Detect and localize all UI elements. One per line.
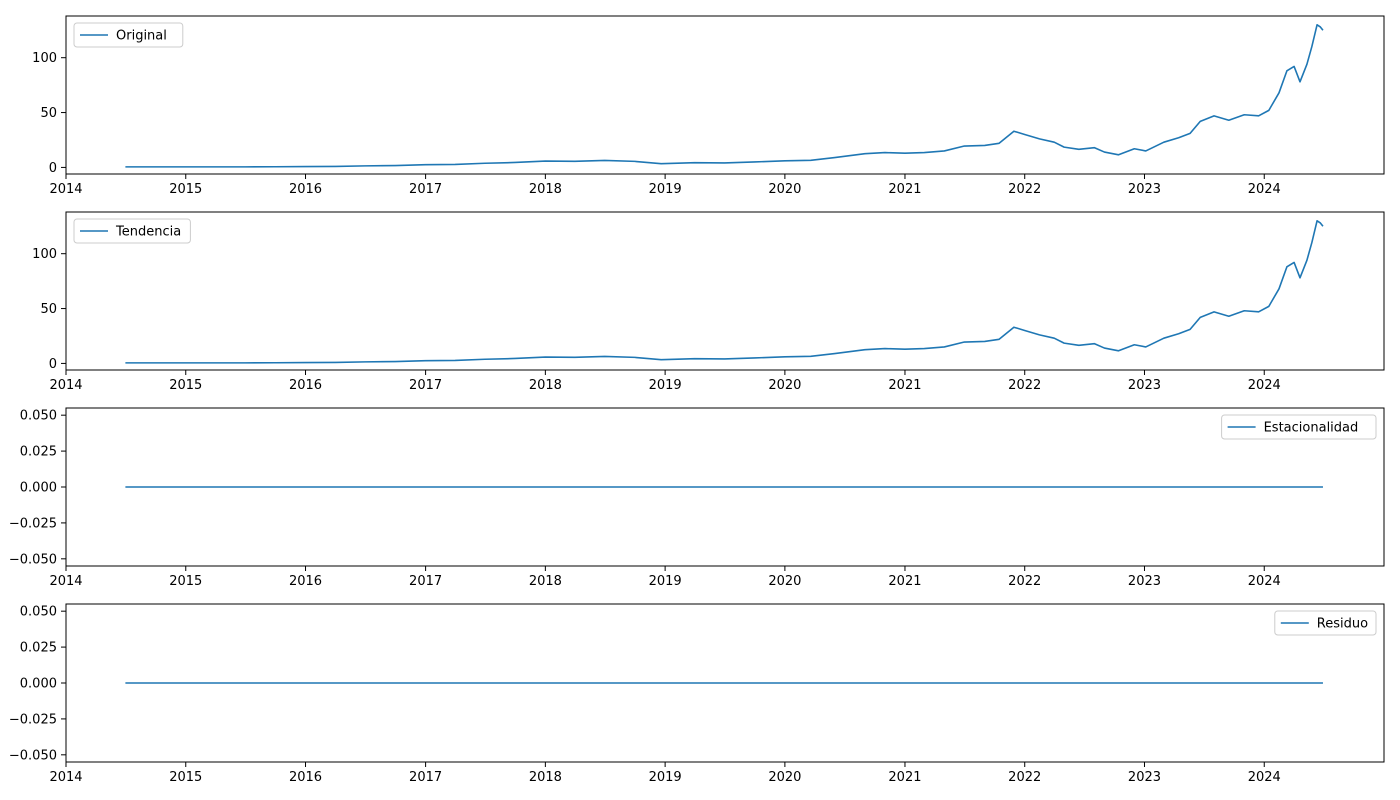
y-tick-label: −0.050 bbox=[9, 552, 57, 567]
x-tick-label: 2021 bbox=[888, 770, 921, 785]
legend: Residuo bbox=[1274, 610, 1377, 636]
x-tick-label: 2015 bbox=[169, 574, 202, 589]
y-tick-label: 0.025 bbox=[20, 445, 57, 460]
x-tick-label: 2015 bbox=[169, 770, 202, 785]
x-tick-label: 2017 bbox=[409, 182, 442, 197]
legend-label: Tendencia bbox=[115, 225, 181, 240]
y-tick-label: 0.000 bbox=[20, 677, 57, 692]
legend-box bbox=[1274, 610, 1377, 636]
legend-box bbox=[73, 218, 191, 244]
x-tick-label: 2021 bbox=[888, 182, 921, 197]
axes-frame bbox=[65, 15, 1385, 175]
legend-box bbox=[1221, 414, 1377, 440]
x-tick-label: 2014 bbox=[49, 770, 82, 785]
x-tick-label: 2016 bbox=[289, 182, 322, 197]
x-tick-label: 2019 bbox=[649, 378, 682, 393]
subplot-2: 2014 2015 2016 2017 2018 2019 2020 2021 2022 2023… bbox=[32, 211, 1385, 393]
x-tick-label: 2019 bbox=[649, 574, 682, 589]
x-tick-label: 2023 bbox=[1128, 182, 1161, 197]
x-tick-label: 2022 bbox=[1008, 182, 1041, 197]
series-line-original bbox=[125, 23, 1324, 168]
legend-label: Residuo bbox=[1317, 617, 1368, 632]
x-tick-label: 2017 bbox=[409, 378, 442, 393]
x-tick-label: 2017 bbox=[409, 770, 442, 785]
x-tick-label: 2022 bbox=[1008, 574, 1041, 589]
x-tick-label: 2016 bbox=[289, 770, 322, 785]
x-tick-label: 2018 bbox=[529, 378, 562, 393]
x-tick-label: 2020 bbox=[768, 378, 801, 393]
y-tick-label: 50 bbox=[40, 106, 57, 121]
legend: Original bbox=[73, 22, 184, 48]
y-tick-label: 100 bbox=[32, 51, 57, 66]
x-tick-label: 2014 bbox=[49, 378, 82, 393]
y-tick-label: −0.025 bbox=[9, 516, 57, 531]
axes-frame bbox=[65, 211, 1385, 371]
x-tick-label: 2017 bbox=[409, 574, 442, 589]
legend: Estacionalidad bbox=[1221, 414, 1377, 440]
y-tick-label: 0.025 bbox=[20, 641, 57, 656]
x-tick-label: 2024 bbox=[1248, 378, 1281, 393]
y-tick-label: 0.050 bbox=[20, 409, 57, 424]
x-tick-label: 2021 bbox=[888, 574, 921, 589]
x-tick-label: 2018 bbox=[529, 182, 562, 197]
y-tick-label: 0 bbox=[49, 357, 57, 372]
x-tick-label: 2024 bbox=[1248, 182, 1281, 197]
x-tick-label: 2019 bbox=[649, 182, 682, 197]
x-tick-label: 2016 bbox=[289, 574, 322, 589]
y-tick-label: 0 bbox=[49, 161, 57, 176]
y-tick-label: 50 bbox=[40, 302, 57, 317]
x-tick-label: 2018 bbox=[529, 770, 562, 785]
legend-box bbox=[73, 22, 184, 48]
y-tick-label: −0.050 bbox=[9, 748, 57, 763]
y-tick-label: 0.000 bbox=[20, 481, 57, 496]
x-tick-label: 2018 bbox=[529, 574, 562, 589]
x-tick-label: 2023 bbox=[1128, 378, 1161, 393]
legend-label: Original bbox=[116, 29, 167, 44]
x-tick-label: 2023 bbox=[1128, 574, 1161, 589]
x-tick-label: 2014 bbox=[49, 182, 82, 197]
x-tick-label: 2024 bbox=[1248, 574, 1281, 589]
x-tick-label: 2023 bbox=[1128, 770, 1161, 785]
x-tick-label: 2020 bbox=[768, 182, 801, 197]
legend-label: Estacionalidad bbox=[1264, 421, 1359, 436]
x-tick-label: 2019 bbox=[649, 770, 682, 785]
x-tick-label: 2020 bbox=[768, 574, 801, 589]
subplot-1: 2014 2015 2016 2017 2018 2019 2020 2021 2022 2023… bbox=[32, 15, 1385, 197]
x-tick-label: 2015 bbox=[169, 182, 202, 197]
x-tick-label: 2020 bbox=[768, 770, 801, 785]
subplot-3: 2014 2015 2016 2017 2018 2019 2020 2021 2022 2023… bbox=[9, 407, 1385, 589]
y-tick-label: −0.025 bbox=[9, 712, 57, 727]
x-tick-label: 2022 bbox=[1008, 378, 1041, 393]
subplot-4: 2014 2015 2016 2017 2018 2019 2020 2021 2022 2023… bbox=[9, 603, 1385, 785]
y-tick-label: 100 bbox=[32, 247, 57, 262]
y-tick-label: 0.050 bbox=[20, 605, 57, 620]
series-line-tendencia bbox=[125, 219, 1324, 364]
x-tick-label: 2015 bbox=[169, 378, 202, 393]
x-tick-label: 2016 bbox=[289, 378, 322, 393]
x-tick-label: 2024 bbox=[1248, 770, 1281, 785]
x-tick-label: 2021 bbox=[888, 378, 921, 393]
legend: Tendencia bbox=[73, 218, 191, 244]
x-tick-label: 2014 bbox=[49, 574, 82, 589]
x-tick-label: 2022 bbox=[1008, 770, 1041, 785]
